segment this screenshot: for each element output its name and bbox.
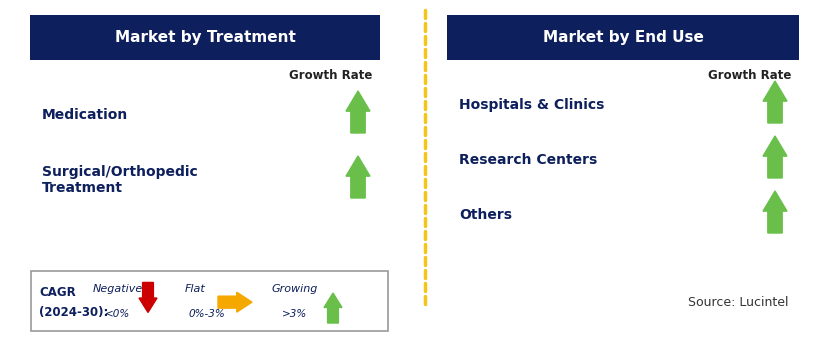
Text: <0%: <0% bbox=[105, 309, 131, 319]
Text: Growth Rate: Growth Rate bbox=[707, 68, 790, 82]
Polygon shape bbox=[218, 292, 252, 312]
Text: Flat: Flat bbox=[185, 285, 205, 294]
Text: Negative: Negative bbox=[93, 285, 143, 294]
Text: Surgical/Orthopedic
Treatment: Surgical/Orthopedic Treatment bbox=[42, 165, 198, 195]
Text: Medication: Medication bbox=[42, 108, 128, 122]
Text: Others: Others bbox=[459, 208, 512, 222]
Text: (2024-30):: (2024-30): bbox=[39, 306, 108, 319]
Polygon shape bbox=[139, 282, 156, 312]
Polygon shape bbox=[345, 91, 369, 133]
Text: Source: Lucintel: Source: Lucintel bbox=[688, 296, 788, 308]
Polygon shape bbox=[762, 81, 786, 123]
FancyBboxPatch shape bbox=[30, 15, 379, 60]
Text: Hospitals & Clinics: Hospitals & Clinics bbox=[459, 98, 604, 112]
Polygon shape bbox=[324, 293, 342, 323]
FancyBboxPatch shape bbox=[31, 271, 388, 331]
Text: Market by Treatment: Market by Treatment bbox=[114, 30, 295, 45]
Polygon shape bbox=[762, 136, 786, 178]
Text: Growing: Growing bbox=[272, 285, 318, 294]
Polygon shape bbox=[762, 191, 786, 233]
Text: >3%: >3% bbox=[282, 309, 307, 319]
Polygon shape bbox=[345, 156, 369, 198]
Text: Research Centers: Research Centers bbox=[459, 153, 596, 167]
Text: CAGR: CAGR bbox=[39, 286, 75, 299]
Text: Growth Rate: Growth Rate bbox=[288, 68, 372, 82]
FancyBboxPatch shape bbox=[446, 15, 798, 60]
Text: 0%-3%: 0%-3% bbox=[189, 309, 225, 319]
Text: Market by End Use: Market by End Use bbox=[542, 30, 703, 45]
